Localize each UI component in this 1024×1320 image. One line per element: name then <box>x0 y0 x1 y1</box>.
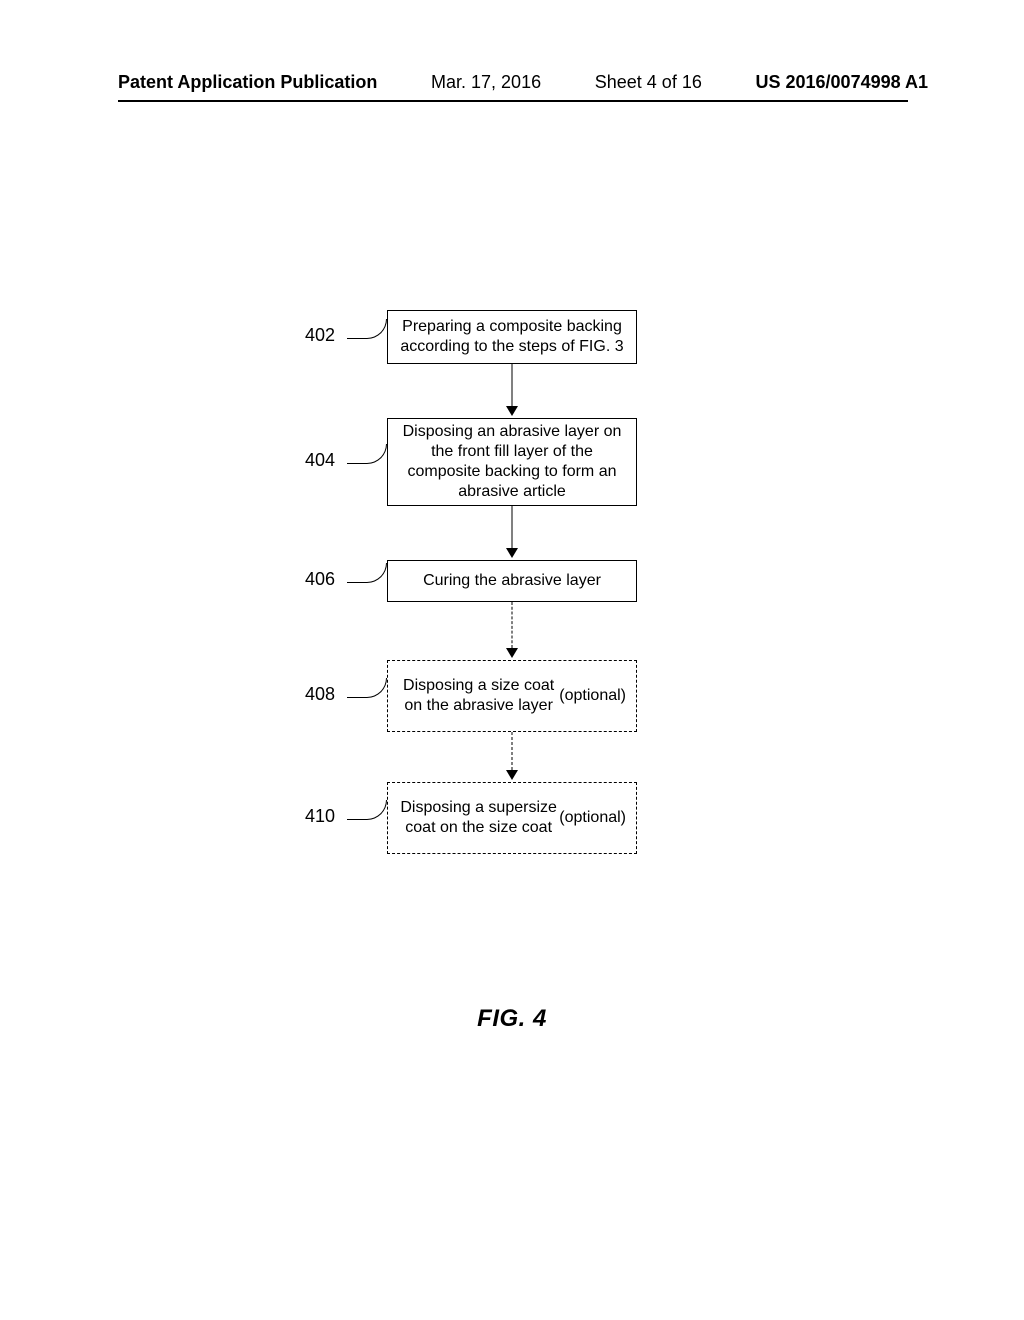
figure-caption: FIG. 4 <box>0 1005 1024 1033</box>
flow-step-text: Disposing a size coat on the abrasive la… <box>398 676 559 716</box>
arrow-shaft <box>512 602 513 648</box>
flow-step-text: (optional) <box>559 808 626 828</box>
arrow-head-icon <box>506 548 518 558</box>
flow-step: Disposing an abrasive layer on the front… <box>0 418 1024 506</box>
flow-arrow <box>0 364 1024 416</box>
header-sheet: Sheet 4 of 16 <box>595 72 702 93</box>
patent-header: Patent Application Publication Mar. 17, … <box>0 72 1024 93</box>
arrow-shaft <box>512 732 513 770</box>
arrow-head-icon <box>506 648 518 658</box>
flow-arrow <box>0 732 1024 780</box>
arrow-shaft <box>512 506 513 548</box>
flow-step: Disposing a supersize coat on the size c… <box>0 782 1024 854</box>
flow-step-ref-number: 402 <box>305 325 335 346</box>
arrow-shaft <box>512 364 513 406</box>
flow-step-ref-number: 408 <box>305 684 335 705</box>
flow-step-box: Disposing a size coat on the abrasive la… <box>387 660 637 732</box>
arrow-head-icon <box>506 770 518 780</box>
flow-step: Preparing a composite backing according … <box>0 310 1024 364</box>
flow-step-text: (optional) <box>559 686 626 706</box>
flow-arrow <box>0 602 1024 658</box>
flow-step-box: Disposing an abrasive layer on the front… <box>387 418 637 506</box>
flow-arrow <box>0 506 1024 558</box>
header-rule <box>118 100 908 102</box>
arrow-head-icon <box>506 406 518 416</box>
flow-step-text: Preparing a composite backing according … <box>398 317 626 357</box>
header-publication-type: Patent Application Publication <box>118 72 377 93</box>
flow-step-text: Disposing a supersize coat on the size c… <box>398 798 559 838</box>
flow-step-ref-number: 404 <box>305 450 335 471</box>
flow-step-box: Curing the abrasive layer <box>387 560 637 602</box>
header-date: Mar. 17, 2016 <box>431 72 541 93</box>
flow-step-ref-number: 406 <box>305 569 335 590</box>
flow-step-text: Disposing an abrasive layer on the front… <box>398 422 626 502</box>
flow-step-ref-number: 410 <box>305 806 335 827</box>
flow-step-box: Disposing a supersize coat on the size c… <box>387 782 637 854</box>
header-pub-number: US 2016/0074998 A1 <box>756 72 928 93</box>
flow-step: Curing the abrasive layer <box>0 560 1024 602</box>
flow-step: Disposing a size coat on the abrasive la… <box>0 660 1024 732</box>
flow-step-text: Curing the abrasive layer <box>423 571 601 591</box>
flow-step-box: Preparing a composite backing according … <box>387 310 637 364</box>
